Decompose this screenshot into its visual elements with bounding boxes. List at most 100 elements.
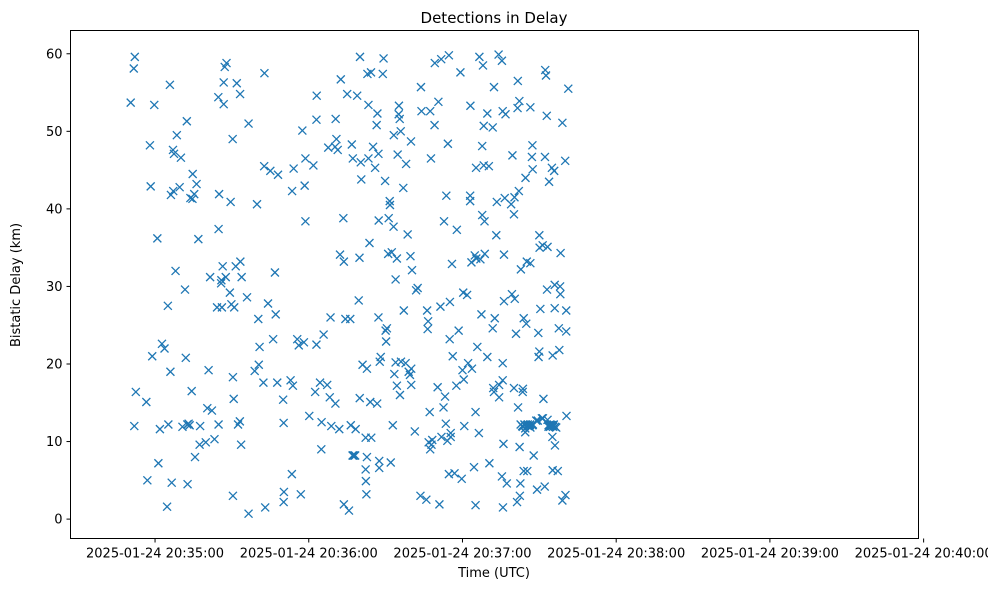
data-point [372,109,382,118]
data-point [490,313,500,323]
data-point [195,440,205,450]
data-point [379,53,389,63]
data-point [482,352,492,362]
data-point [214,420,224,429]
data-point [260,503,270,512]
data-point [370,163,380,173]
data-point [471,407,481,417]
data-point [348,451,358,460]
x-tick-label: 2025-01-24 20:36:00 [240,547,378,562]
data-point [167,478,177,488]
data-point [235,416,245,426]
data-point [489,82,499,92]
data-point [354,295,364,305]
data-point [498,375,508,385]
data-point [163,301,173,311]
data-point [361,489,371,499]
data-point [458,365,467,375]
data-point [279,418,289,428]
data-point [401,159,411,169]
data-point [403,230,413,239]
data-point [190,452,200,462]
data-point [300,181,310,191]
data-point [372,399,382,409]
data-point [457,474,467,484]
data-point [482,109,492,118]
data-point [169,149,179,159]
y-axis-label: Bistatic Delay (km) [9,223,24,347]
data-point [532,485,542,495]
data-point [216,278,226,288]
data-point [213,92,223,102]
data-point [219,78,229,87]
data-point [363,154,373,163]
data-point [389,130,399,140]
data-point [181,353,191,363]
data-point [448,351,458,361]
data-point [480,249,490,259]
data-point [242,292,252,302]
data-point [326,313,335,322]
data-point [525,420,535,429]
data-point [185,420,195,430]
data-point [544,177,554,187]
data-point [342,89,352,99]
data-point [237,272,247,282]
data-point [326,421,336,431]
data-point [235,89,245,99]
data-point [146,181,156,191]
data-point [560,156,570,166]
data-point [222,58,231,68]
data-point [226,197,236,207]
data-point [322,380,332,390]
data-point [484,161,494,171]
data-point [317,417,327,427]
data-point [422,306,432,315]
data-point [348,154,358,163]
y-tick-label: 0 [54,513,62,528]
data-point [518,384,528,394]
data-point [259,161,269,171]
data-point [288,381,298,391]
data-point [365,238,374,248]
data-point [494,392,504,402]
data-point [389,222,399,232]
data-point [311,340,321,350]
data-point [555,289,565,299]
data-point [467,364,477,374]
data-point [547,432,557,442]
data-point [515,478,525,488]
data-point [516,264,526,274]
data-point [333,145,343,155]
data-point [334,424,344,434]
data-point [510,294,520,304]
data-point [165,367,175,377]
data-point [244,509,254,519]
data-point [202,403,212,413]
data-point [436,54,446,64]
data-point [172,130,182,140]
data-point [549,166,559,176]
data-point [427,435,437,445]
data-point [347,140,357,149]
data-point [273,170,283,180]
data-point [253,314,263,324]
data-point [391,274,401,284]
data-point [355,253,364,263]
data-point [480,216,489,226]
data-point [488,323,498,333]
data-point [528,164,538,174]
data-point [368,142,378,152]
data-point [406,136,416,146]
data-point [540,482,550,491]
data-point [498,503,508,512]
data-point [561,306,571,315]
data-point [355,393,365,403]
data-point [214,224,224,234]
data-point [561,326,571,336]
data-point [465,191,475,201]
data-point [279,497,289,507]
data-point [381,337,391,346]
x-tick-label: 2025-01-24 20:38:00 [547,547,685,562]
data-point [278,395,288,405]
